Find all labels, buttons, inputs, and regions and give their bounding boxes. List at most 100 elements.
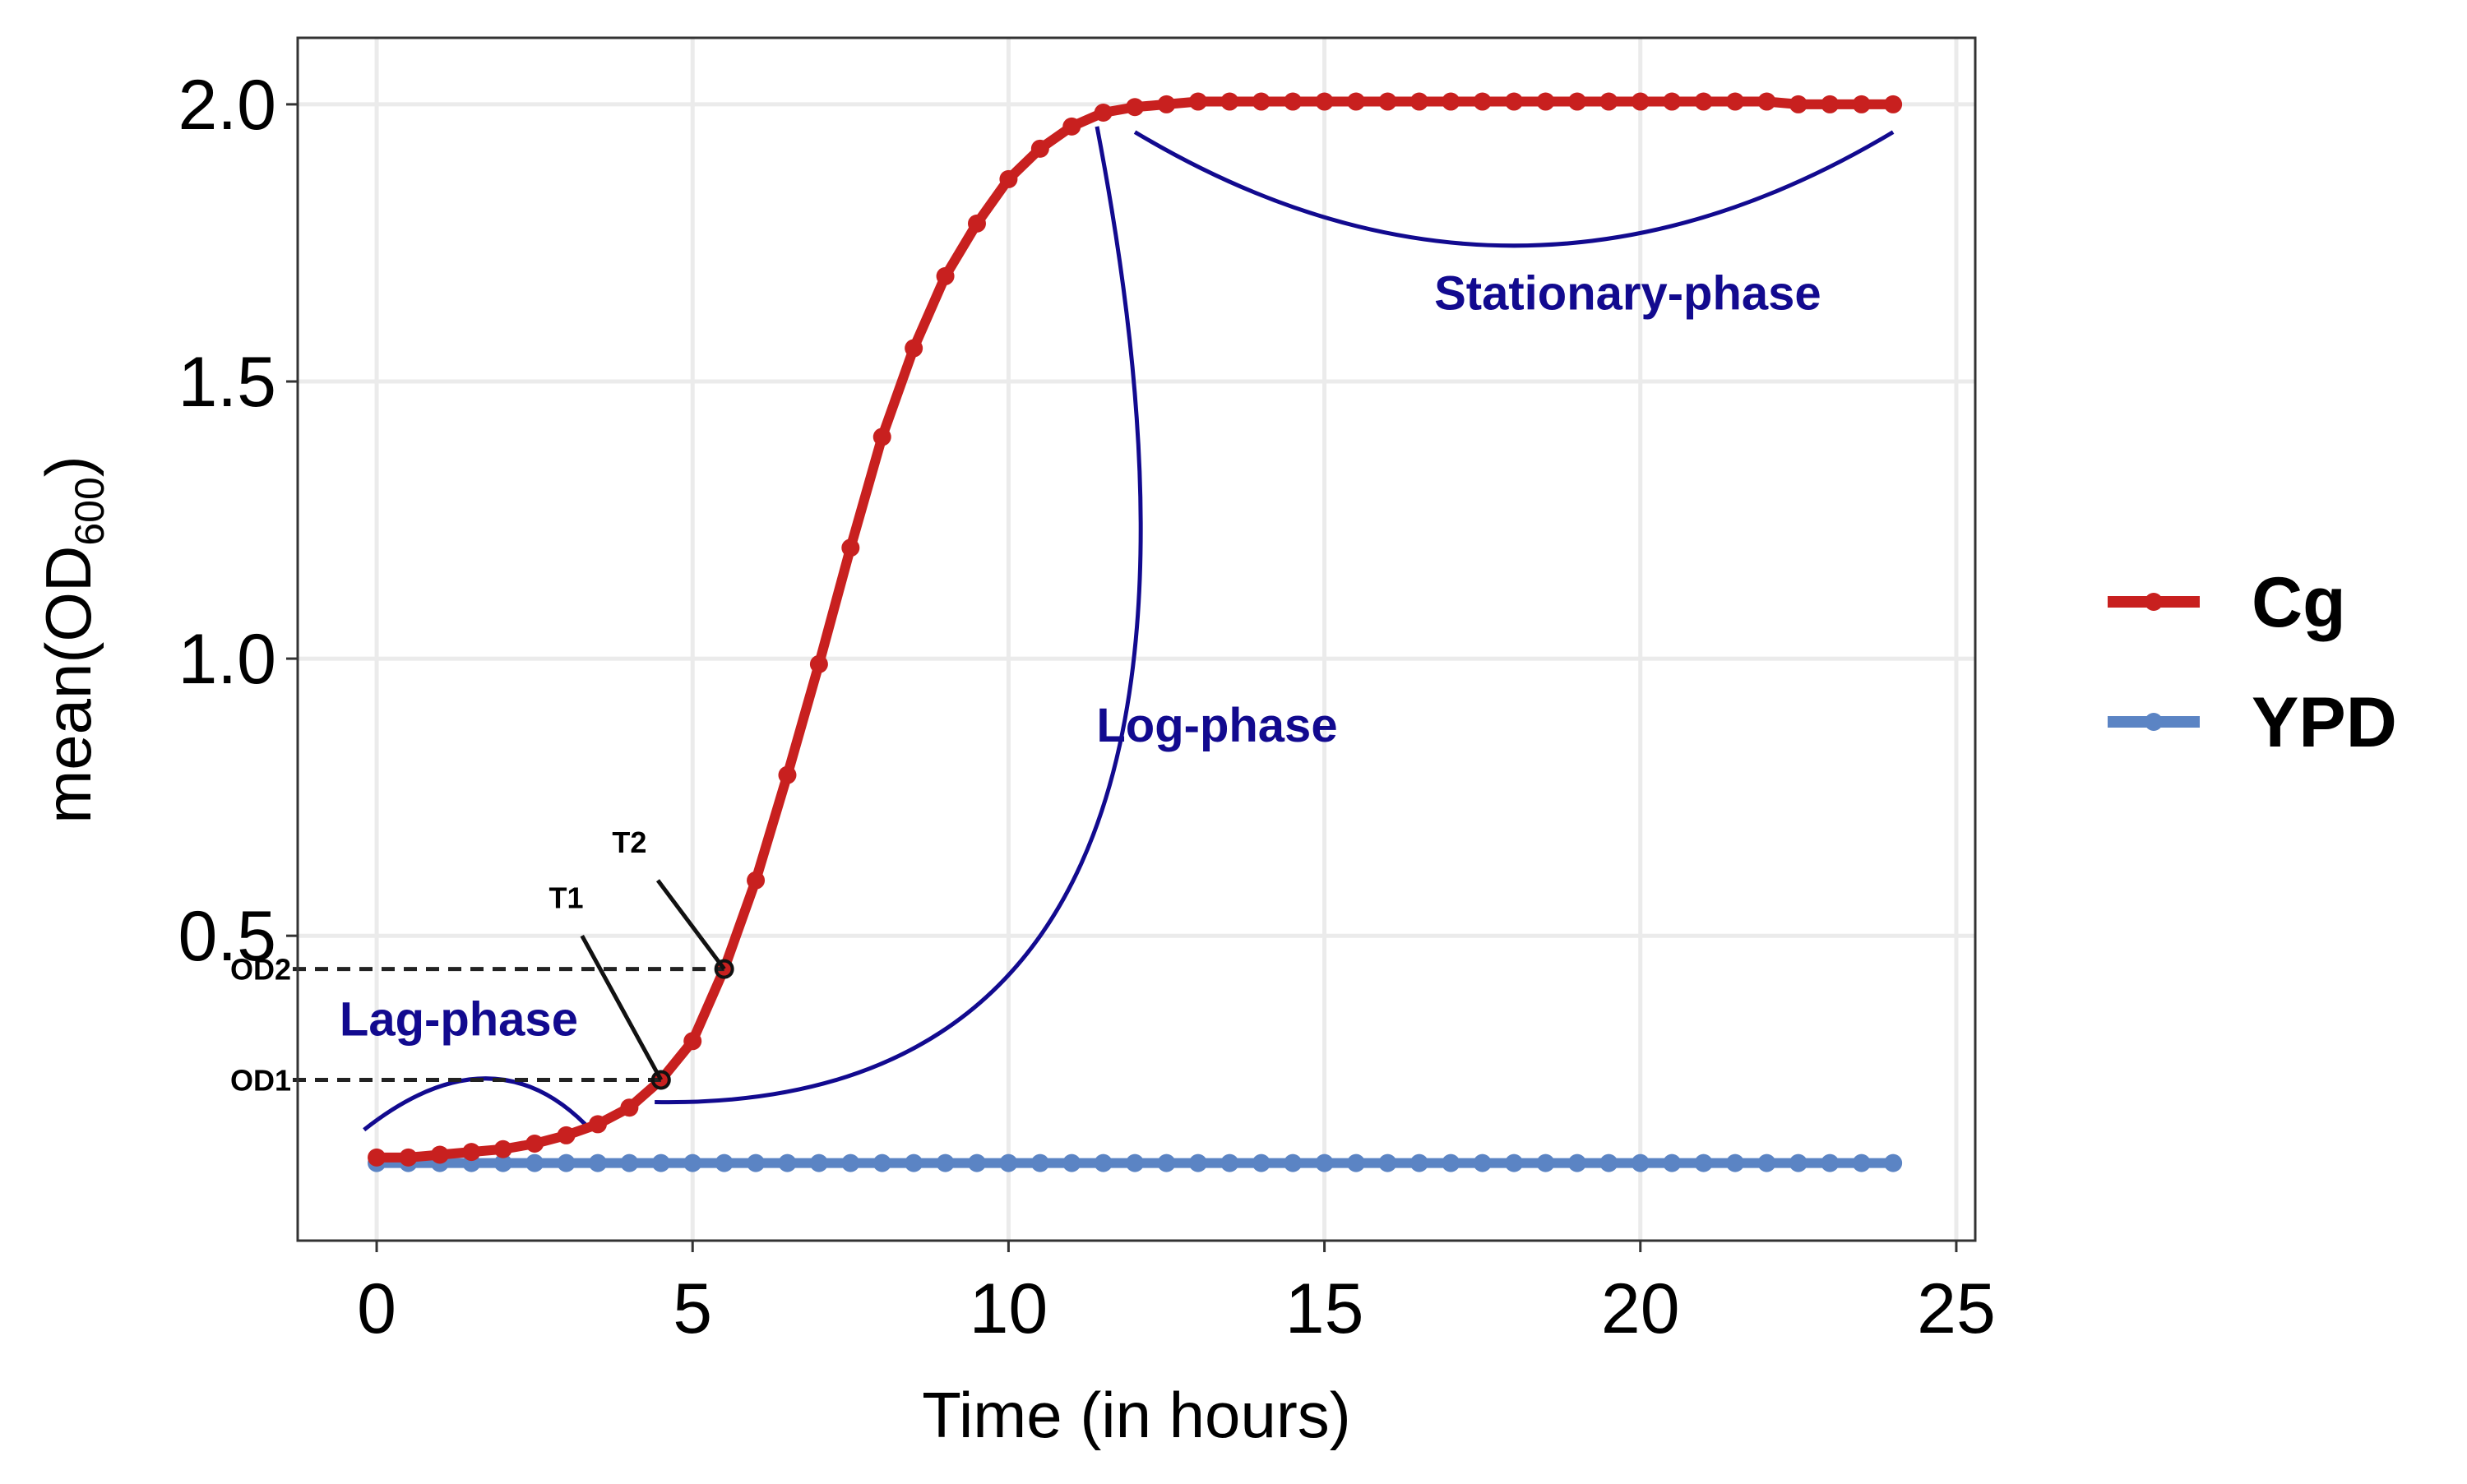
data-point-cg-27 bbox=[1220, 92, 1239, 111]
x-tick-label-0: 0 bbox=[357, 1269, 396, 1348]
data-point-cg-14 bbox=[809, 654, 828, 673]
data-point-cg-47 bbox=[1852, 95, 1871, 113]
data-point-ypd-9 bbox=[651, 1153, 670, 1172]
y-tick-label-2: 1.5 bbox=[178, 343, 276, 422]
data-point-cg-24 bbox=[1126, 98, 1145, 117]
data-point-cg-32 bbox=[1378, 92, 1397, 111]
data-point-ypd-29 bbox=[1284, 1153, 1303, 1172]
y-axis-title-subscript: 600 bbox=[67, 477, 113, 545]
data-point-ypd-34 bbox=[1442, 1153, 1460, 1172]
data-point-ypd-19 bbox=[967, 1153, 986, 1172]
data-point-cg-39 bbox=[1599, 92, 1618, 111]
data-point-cg-6 bbox=[557, 1126, 576, 1144]
data-point-cg-25 bbox=[1157, 95, 1176, 113]
data-point-cg-23 bbox=[1094, 104, 1113, 123]
legend-label-ypd: YPD bbox=[2252, 683, 2397, 762]
x-axis: 0 5 10 15 20 25 bbox=[357, 1241, 1996, 1348]
marker-label-0: T1 bbox=[549, 881, 584, 914]
y-tick-label-0: 0.5 bbox=[178, 897, 276, 976]
phase-label-0: Lag-phase bbox=[340, 993, 578, 1047]
data-point-ypd-8 bbox=[620, 1153, 639, 1172]
data-point-ypd-7 bbox=[588, 1153, 607, 1172]
data-point-ypd-17 bbox=[905, 1153, 923, 1172]
marker-leader-0 bbox=[580, 934, 664, 1081]
data-point-ypd-5 bbox=[525, 1153, 544, 1172]
data-point-cg-42 bbox=[1694, 92, 1713, 111]
data-point-cg-22 bbox=[1062, 117, 1081, 136]
data-point-ypd-21 bbox=[1030, 1153, 1049, 1172]
data-point-cg-10 bbox=[683, 1032, 702, 1051]
data-point-cg-43 bbox=[1726, 92, 1745, 111]
data-point-cg-8 bbox=[620, 1098, 639, 1117]
data-point-cg-18 bbox=[936, 266, 955, 285]
x-tick-label-5: 25 bbox=[1917, 1269, 1996, 1348]
data-point-cg-45 bbox=[1789, 95, 1807, 113]
data-point-ypd-43 bbox=[1726, 1153, 1745, 1172]
data-point-ypd-37 bbox=[1536, 1153, 1555, 1172]
data-point-ypd-14 bbox=[809, 1153, 828, 1172]
x-tick-label-2: 10 bbox=[970, 1269, 1048, 1348]
data-point-ypd-41 bbox=[1663, 1153, 1682, 1172]
marker-leader-1 bbox=[655, 879, 726, 971]
data-point-cg-15 bbox=[841, 539, 860, 557]
y-axis-title-main: mean(OD bbox=[32, 546, 104, 824]
data-point-ypd-36 bbox=[1505, 1153, 1524, 1172]
data-point-cg-19 bbox=[967, 214, 986, 233]
data-point-cg-29 bbox=[1284, 92, 1303, 111]
data-point-cg-5 bbox=[525, 1135, 544, 1153]
marker-point-0 bbox=[650, 1070, 671, 1090]
data-point-ypd-31 bbox=[1347, 1153, 1366, 1172]
data-point-cg-35 bbox=[1473, 92, 1492, 111]
data-point-cg-40 bbox=[1631, 92, 1650, 111]
data-point-ypd-46 bbox=[1821, 1153, 1840, 1172]
x-axis-title: Time (in hours) bbox=[922, 1379, 1351, 1451]
od-label-1: OD2 bbox=[230, 953, 291, 987]
time-markers: OD1 OD2 T1 T2 bbox=[230, 825, 734, 1097]
data-point-ypd-13 bbox=[778, 1153, 797, 1172]
legend: Cg YPD bbox=[2108, 563, 2397, 762]
data-point-ypd-11 bbox=[715, 1153, 734, 1172]
data-point-ypd-28 bbox=[1252, 1153, 1271, 1172]
data-point-cg-48 bbox=[1884, 95, 1903, 113]
data-point-cg-7 bbox=[588, 1115, 607, 1134]
legend-key-cg-point bbox=[2145, 593, 2163, 611]
data-point-cg-16 bbox=[872, 428, 891, 446]
data-point-ypd-45 bbox=[1789, 1153, 1807, 1172]
data-point-ypd-20 bbox=[999, 1153, 1018, 1172]
data-point-cg-21 bbox=[1030, 139, 1049, 158]
data-point-cg-46 bbox=[1821, 95, 1840, 113]
data-point-cg-13 bbox=[778, 765, 797, 784]
data-point-cg-20 bbox=[999, 169, 1018, 188]
plot-border bbox=[296, 36, 1977, 1242]
data-point-ypd-40 bbox=[1631, 1153, 1650, 1172]
marker-label-1: T2 bbox=[612, 825, 646, 859]
data-point-ypd-15 bbox=[841, 1153, 860, 1172]
data-point-cg-34 bbox=[1442, 92, 1460, 111]
data-point-ypd-32 bbox=[1378, 1153, 1397, 1172]
marker-point-1 bbox=[714, 959, 734, 979]
x-tick-label-1: 5 bbox=[673, 1269, 712, 1348]
data-point-cg-12 bbox=[747, 871, 766, 890]
data-point-ypd-23 bbox=[1094, 1153, 1113, 1172]
data-point-cg-1 bbox=[399, 1148, 418, 1167]
data-point-ypd-27 bbox=[1220, 1153, 1239, 1172]
legend-key-ypd-point bbox=[2145, 713, 2163, 731]
data-point-ypd-30 bbox=[1315, 1153, 1334, 1172]
y-axis-title-suffix: ) bbox=[32, 455, 104, 477]
data-point-cg-30 bbox=[1315, 92, 1334, 111]
data-point-ypd-44 bbox=[1757, 1153, 1776, 1172]
data-point-cg-3 bbox=[462, 1143, 481, 1162]
data-point-ypd-47 bbox=[1852, 1153, 1871, 1172]
data-point-ypd-38 bbox=[1567, 1153, 1586, 1172]
series-layer bbox=[368, 92, 1903, 1172]
data-point-ypd-10 bbox=[683, 1153, 702, 1172]
data-point-ypd-12 bbox=[747, 1153, 766, 1172]
data-point-ypd-33 bbox=[1409, 1153, 1428, 1172]
x-tick-label-4: 20 bbox=[1601, 1269, 1680, 1348]
data-point-cg-2 bbox=[430, 1145, 449, 1164]
y-axis-title: mean(OD600) bbox=[32, 455, 113, 824]
phase-arc-2 bbox=[1133, 130, 1895, 248]
data-point-ypd-18 bbox=[936, 1153, 955, 1172]
data-point-cg-4 bbox=[493, 1140, 512, 1158]
data-point-cg-44 bbox=[1757, 92, 1776, 111]
